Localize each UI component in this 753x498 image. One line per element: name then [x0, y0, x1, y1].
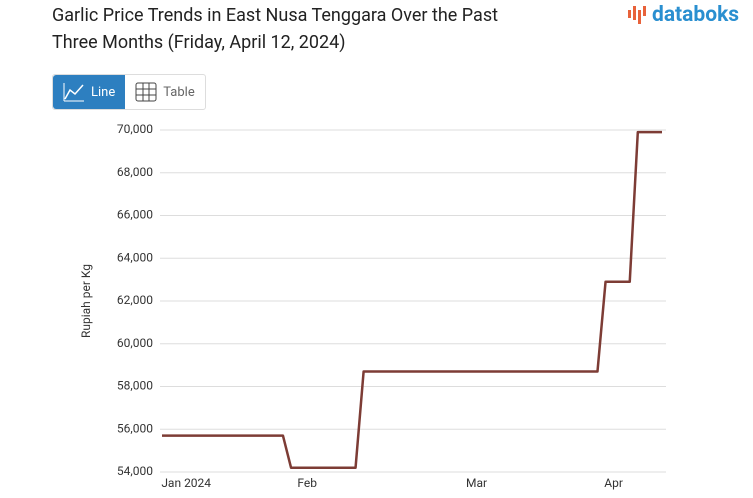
logo-icon [628, 6, 646, 24]
table-button[interactable]: Table [125, 75, 204, 109]
x-tick-label: Apr [604, 476, 623, 490]
y-tick-label: 56,000 [117, 421, 153, 435]
brand-logo[interactable]: databoks [627, 3, 739, 27]
y-tick-label: 54,000 [117, 464, 153, 478]
line-button[interactable]: Line [53, 75, 126, 109]
y-tick-label: 58,000 [117, 379, 153, 393]
chart-title: Garlic Price Trends in East Nusa Tenggar… [52, 5, 499, 53]
line-icon [63, 83, 84, 102]
y-tick-label: 64,000 [117, 250, 153, 264]
y-tick-label: 62,000 [117, 293, 153, 307]
data-line [162, 130, 662, 469]
table-icon [135, 82, 157, 102]
y-axis-label: Rupiah per Kg [79, 264, 93, 338]
brand-name: databoks [652, 3, 740, 27]
table-label: Table [163, 84, 195, 100]
view-toggle: Line Table [52, 74, 206, 110]
y-tick-label: 60,000 [117, 336, 153, 350]
y-tick-label: 70,000 [117, 122, 153, 136]
y-tick-label: 66,000 [117, 208, 153, 222]
x-tick-label: Feb [297, 476, 317, 490]
x-tick-label: Mar [466, 476, 487, 490]
y-tick-label: 68,000 [117, 165, 153, 179]
x-tick-label: Jan 2024 [161, 476, 211, 490]
line-label: Line [91, 84, 116, 100]
